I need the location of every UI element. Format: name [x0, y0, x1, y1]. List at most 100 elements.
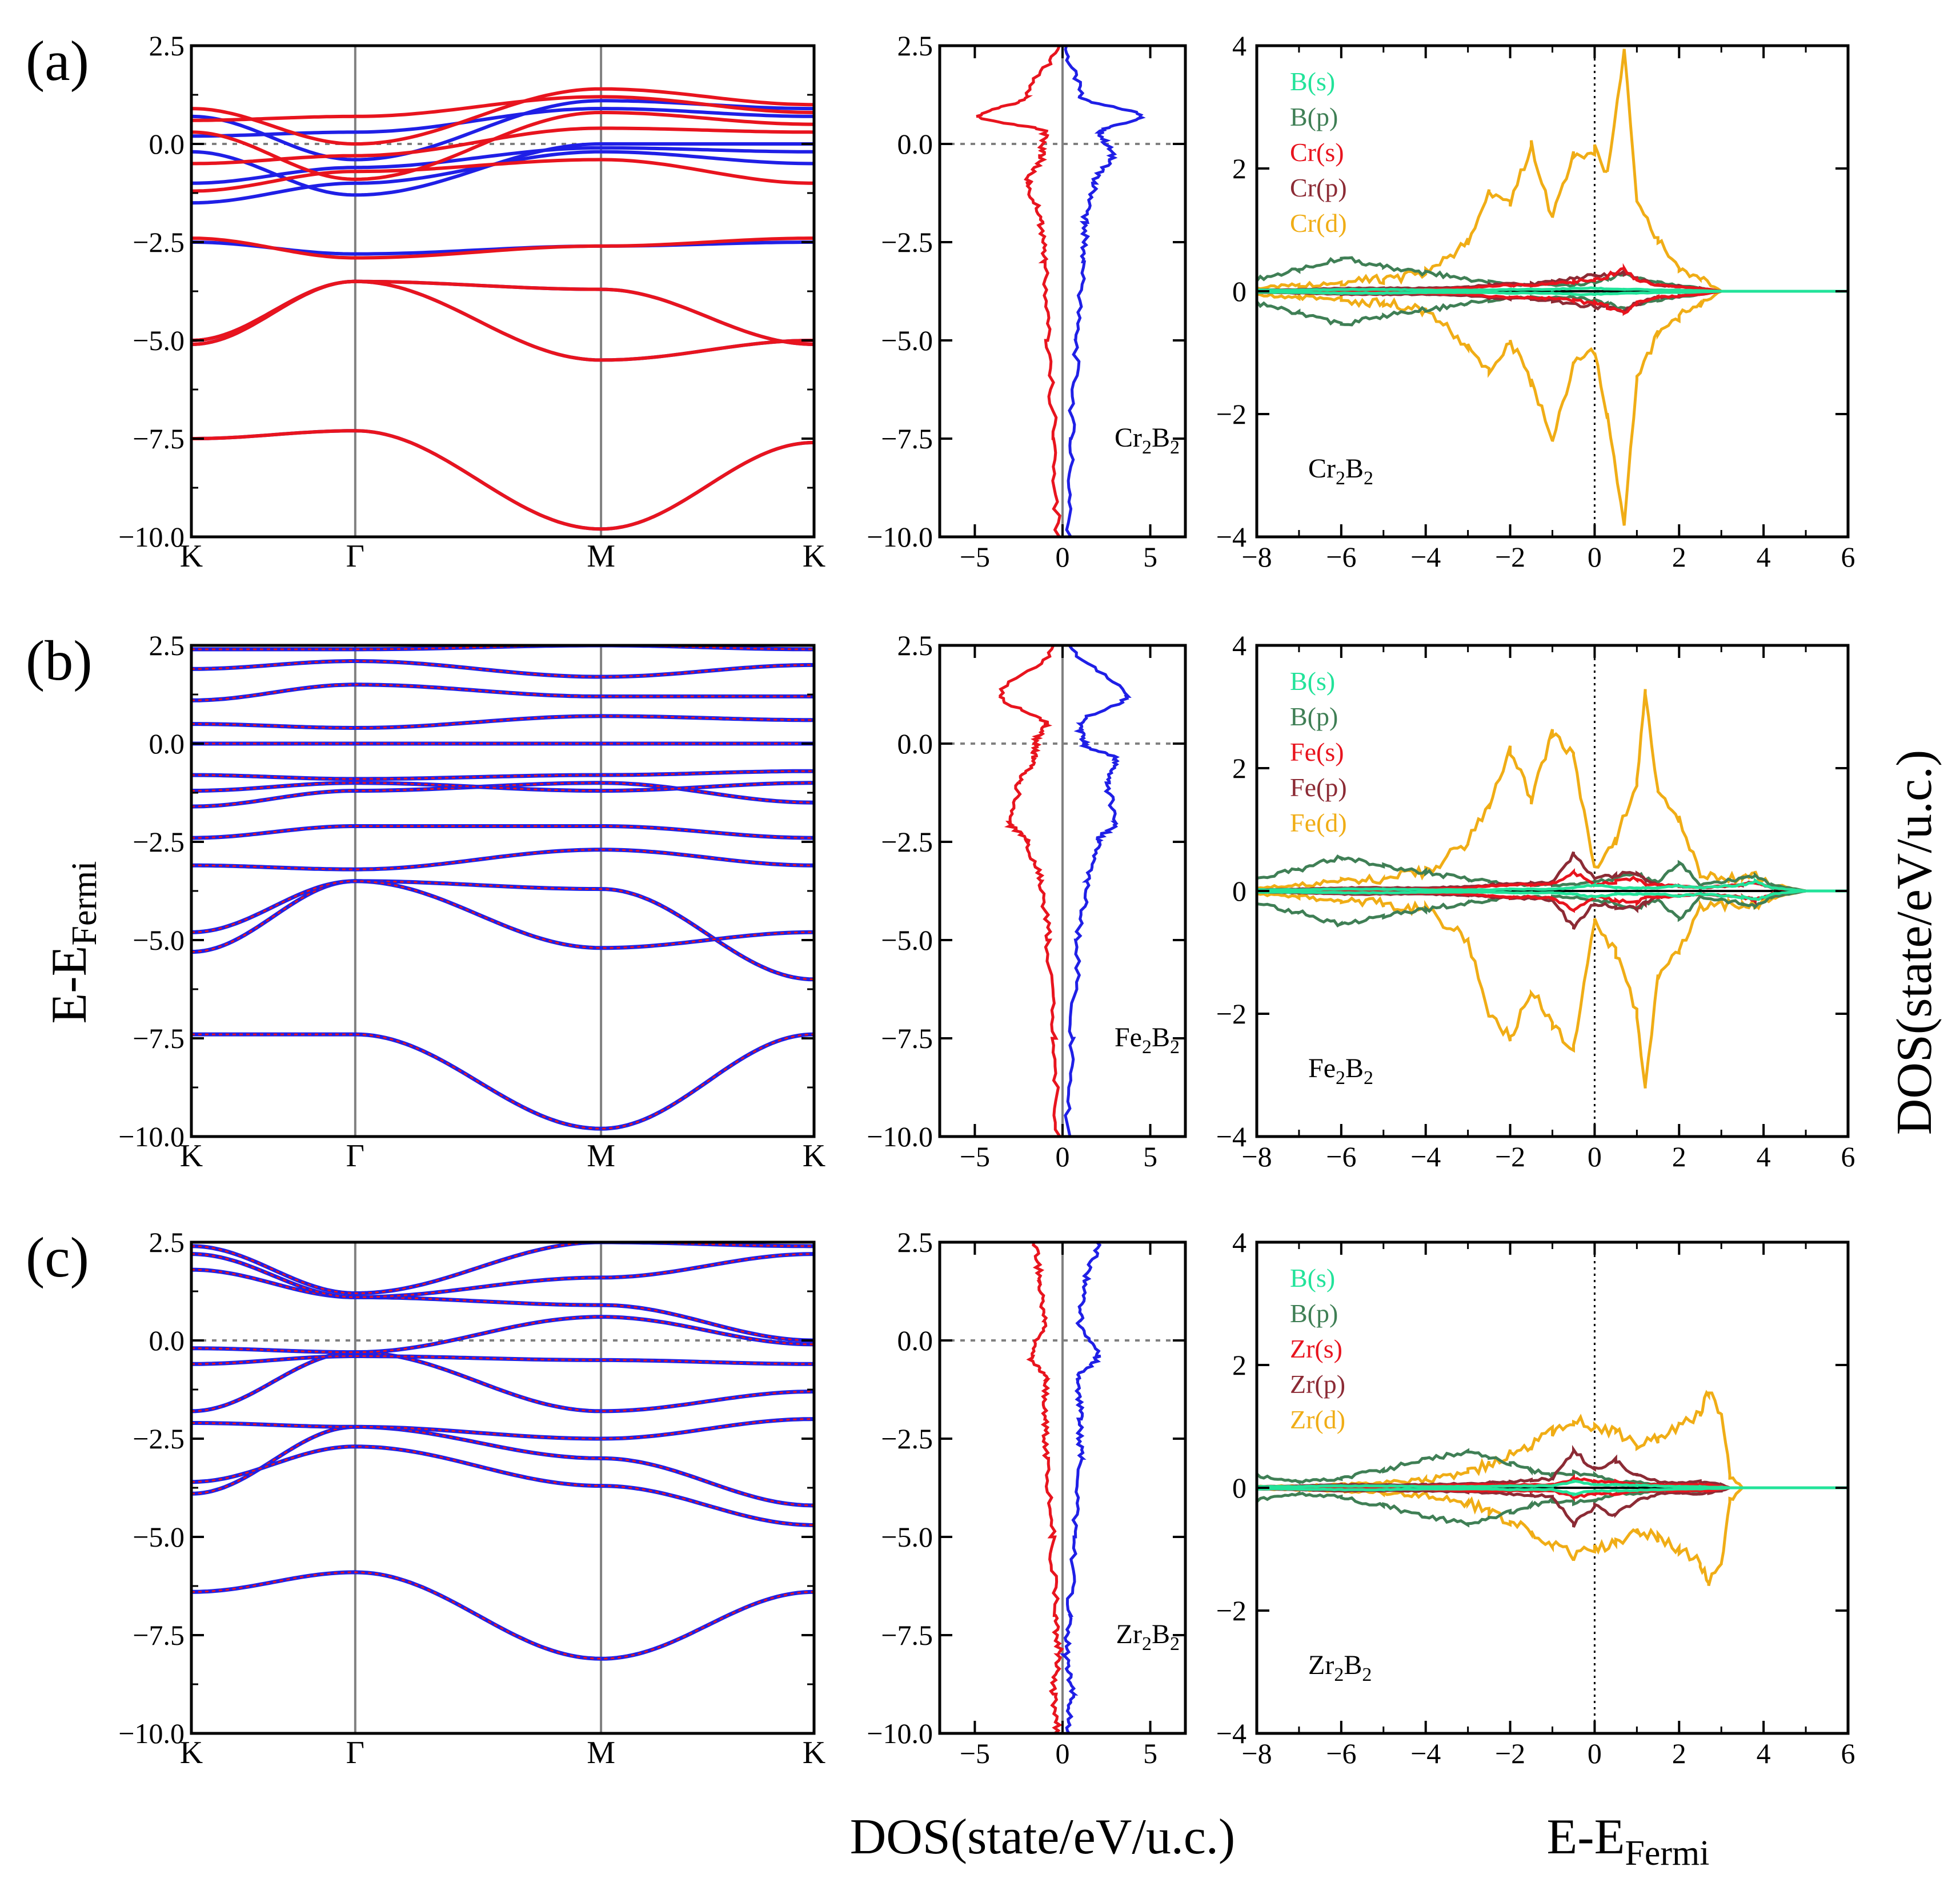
- dos-material-label: Zr2B2: [1116, 1619, 1180, 1655]
- band-line-spin-down: [191, 825, 814, 839]
- pdos-boron-p-spin-down: [1257, 889, 1848, 928]
- pdos-xtick-label: −6: [1326, 1141, 1356, 1173]
- band-lines: [191, 46, 814, 537]
- pdos-ytick-label: −4: [1216, 521, 1246, 553]
- kpoint-label-M: M: [587, 1735, 615, 1770]
- pdos-ytick-label: −2: [1216, 398, 1246, 430]
- band-line-spin-down: [191, 715, 814, 729]
- legend-entry: Fe(p): [1290, 773, 1347, 802]
- material-el1: Zr: [1116, 1619, 1142, 1649]
- band-line-spin-down: [191, 1446, 814, 1526]
- dos-spin-up-line: [1059, 1241, 1102, 1735]
- dos-xtick-label: 5: [1143, 541, 1157, 573]
- band-line-spin-up: [191, 879, 814, 982]
- pdos-metal-d-spin-down: [1257, 889, 1848, 1089]
- pdos-xtick-label: 6: [1841, 541, 1855, 573]
- band-line-spin-up: [191, 150, 814, 205]
- band-line-spin-down: [191, 782, 814, 808]
- pdos-xtick-label: −4: [1410, 1737, 1441, 1769]
- legend-entry: B(p): [1290, 702, 1338, 731]
- pdos-xtick-label: 6: [1841, 1737, 1855, 1769]
- material-sub1: 2: [1336, 468, 1345, 489]
- dos-xtick-label: 0: [1056, 1141, 1070, 1173]
- dos-spin-down-line: [976, 45, 1061, 538]
- panel-label: (a): [26, 29, 89, 93]
- band-line-spin-down: [191, 1268, 814, 1342]
- panel-c: (c) 2.50.0−2.5−5.0−7.5−10.0K Γ M K2.50.0−2.5…: [26, 1226, 1855, 1770]
- dos-ytick-label: 0.0: [897, 728, 933, 760]
- pdos-metal-d-spin-up: [1257, 49, 1848, 293]
- dos-xtick-label: 5: [1143, 1737, 1157, 1769]
- dos-ytick-label: 2.5: [897, 1226, 933, 1258]
- legend-entry: Cr(s): [1290, 138, 1344, 167]
- band-ytick-label: 0.0: [149, 128, 185, 160]
- legend-entry: Zr(p): [1290, 1370, 1345, 1399]
- pdos-xtick-label: −2: [1495, 1141, 1525, 1173]
- pdos-xtick-label: −2: [1495, 541, 1525, 573]
- band-ytick-label: −7.5: [133, 423, 185, 455]
- band-ytick-label: −10.0: [118, 1121, 185, 1153]
- material-sub2: 2: [1170, 437, 1180, 458]
- pdos-ytick-label: 4: [1232, 629, 1246, 661]
- dos-ytick-label: −10.0: [867, 1121, 933, 1153]
- band-line-spin-down: [191, 770, 814, 780]
- dos-ytick-label: −5.0: [881, 324, 933, 356]
- band-line-spin-down: [191, 1571, 814, 1660]
- legend-entry: Zr(s): [1290, 1334, 1342, 1363]
- band-line-spin-up: [191, 848, 814, 872]
- band-lines: [191, 1242, 814, 1733]
- band-ytick-label: 0.0: [149, 1324, 185, 1356]
- pdos-boron-p-spin-up: [1257, 854, 1848, 893]
- legend-entry: Fe(d): [1290, 808, 1347, 837]
- band-line-spin-up: [191, 1570, 814, 1661]
- pdos-xtick-label: −2: [1495, 1737, 1525, 1769]
- dos-ytick-label: −5.0: [881, 1521, 933, 1553]
- band-line-spin-up: [191, 279, 814, 346]
- dos-ytick-label: 0.0: [897, 1324, 933, 1356]
- band-line-spin-up: [191, 1417, 814, 1441]
- pdos-material-label: Fe2B2: [1308, 1053, 1373, 1089]
- band-line-spin-down: [191, 880, 814, 949]
- kpoint-label-K: K: [803, 1138, 825, 1174]
- kpoint-label-Γ: Γ: [346, 1735, 364, 1770]
- dos-ytick-label: −2.5: [881, 226, 933, 258]
- pdos-ytick-label: 2: [1232, 752, 1246, 784]
- kpoint-label-K: K: [803, 1735, 825, 1770]
- dos-spin-up-line: [1064, 644, 1132, 1137]
- dos-ytick-label: −7.5: [881, 1619, 933, 1651]
- pdos-ytick-label: −2: [1216, 1595, 1246, 1627]
- band-line-spin-down: [191, 1316, 814, 1354]
- kpoint-label-M: M: [587, 1138, 615, 1174]
- pdos-boron-p-spin-down: [1257, 290, 1848, 327]
- material-sub1: 2: [1334, 1664, 1344, 1685]
- pdos-xtick-label: 4: [1757, 541, 1771, 573]
- dos-ytick-label: 2.5: [897, 629, 933, 661]
- band-ytick-label: 2.5: [149, 629, 185, 661]
- legend-entry: B(p): [1290, 1299, 1338, 1328]
- pdos-lines: [1257, 46, 1848, 537]
- band-line-spin-up: [191, 682, 814, 702]
- pdos-xtick-label: 2: [1672, 1737, 1686, 1769]
- pdos-material-label: Cr2B2: [1308, 453, 1373, 489]
- pdos-metal-d-spin-up: [1257, 1390, 1848, 1489]
- band-ytick-label: −2.5: [133, 1423, 185, 1455]
- band-ytick-label: −5.0: [133, 324, 185, 356]
- band-line-spin-down: [191, 279, 814, 346]
- material-el1: Fe: [1308, 1053, 1336, 1083]
- band-line-spin-down: [191, 880, 814, 981]
- dos-ytick-label: 2.5: [897, 30, 933, 62]
- legend-entry: Zr(d): [1290, 1405, 1345, 1434]
- pdos-metal-d-spin-down: [1257, 290, 1848, 526]
- dos-ytick-label: −5.0: [881, 924, 933, 956]
- y-axis-label: E-EFermi: [42, 861, 104, 1024]
- pdos-xtick-label: −8: [1241, 541, 1272, 573]
- pdos-ytick-label: 0: [1232, 875, 1246, 907]
- band-line-spin-up: [191, 142, 814, 197]
- projected-dos-plot: 420−2−4−8 −6 −4 −2 0 2 4 6B(s)B(p)Fe(s)Fe(p)Fe(…: [1216, 629, 1855, 1173]
- dos-spin-down-line: [998, 645, 1061, 1138]
- pdos-xtick-label: 4: [1757, 1141, 1771, 1173]
- pdos-boron-p-spin-down: [1257, 1486, 1848, 1528]
- pdos-material-label: Zr2B2: [1308, 1650, 1372, 1685]
